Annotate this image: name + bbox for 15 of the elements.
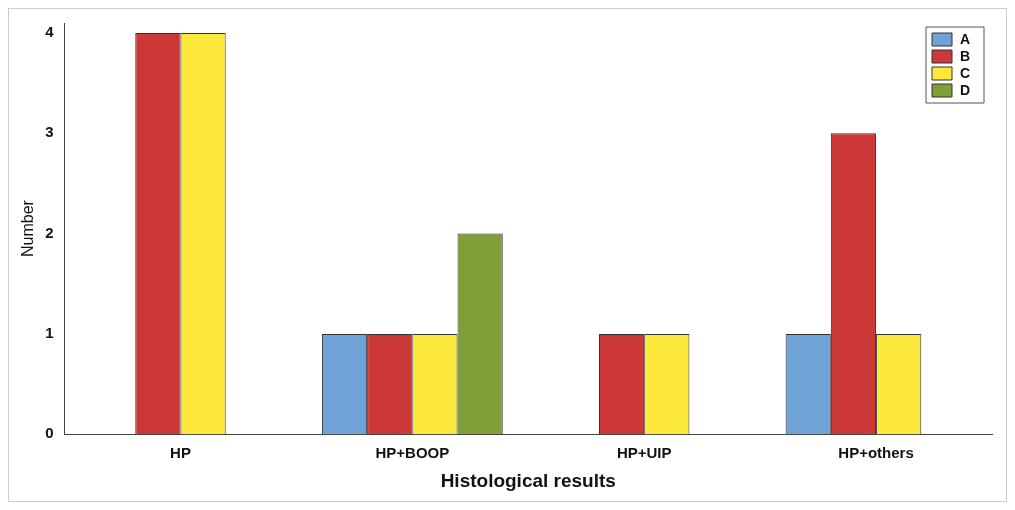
- y-axis-title: Number: [19, 199, 37, 258]
- y-tick-label: 3: [45, 123, 54, 141]
- x-tick-label: HP+UIP: [616, 444, 672, 462]
- y-tick-label: 1: [45, 324, 54, 342]
- legend-label: C: [960, 64, 971, 81]
- x-axis-title: Histological results: [440, 469, 616, 491]
- y-tick-label: 4: [45, 23, 55, 41]
- x-tick-label: HP: [170, 444, 191, 462]
- legend-label: B: [960, 47, 971, 64]
- y-tick-label: 2: [45, 223, 54, 241]
- x-tick-label: HP+BOOP: [375, 444, 450, 462]
- legend-label: D: [960, 81, 971, 98]
- legend-label: A: [960, 30, 971, 47]
- y-tick-label: 0: [45, 424, 54, 442]
- x-tick-label: HP+others: [838, 444, 914, 462]
